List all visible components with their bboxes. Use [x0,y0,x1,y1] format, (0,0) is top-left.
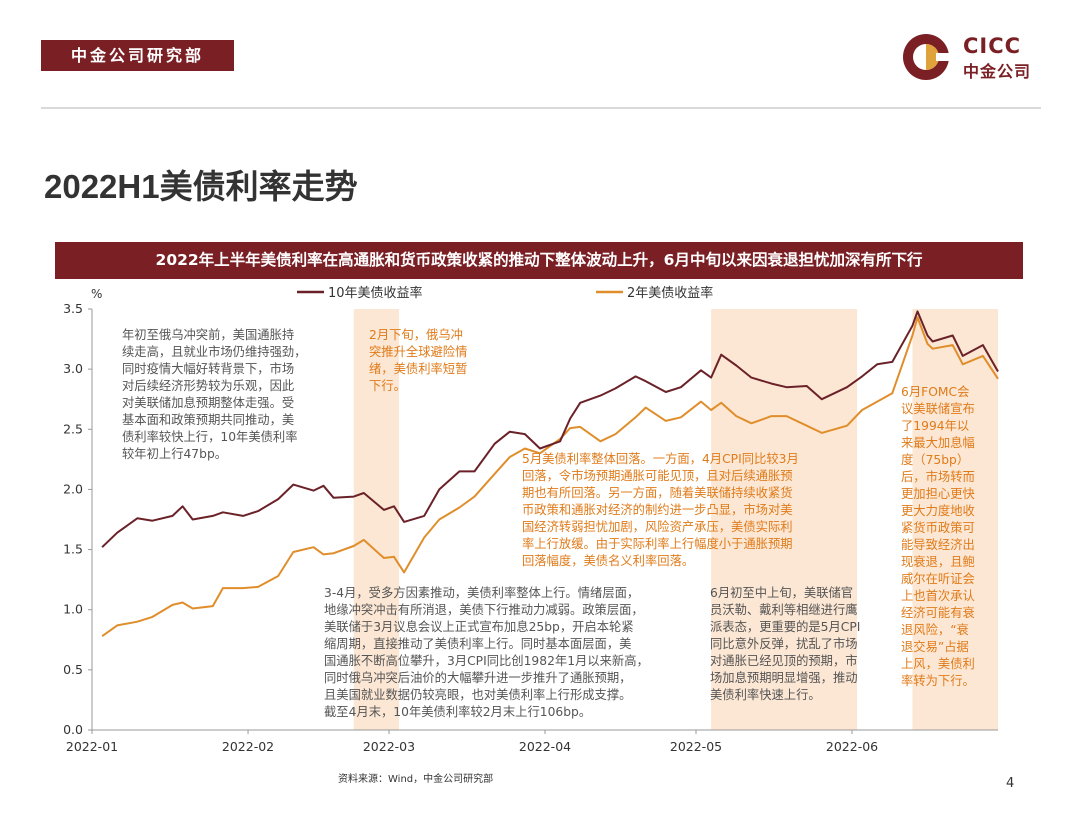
logo-text-cn: 中金公司 [963,62,1032,81]
annotation-line: 能导致经济出 [901,538,975,552]
annotation-line: 后，市场转而 [901,470,975,484]
x-tick-label: 2022-04 [519,739,571,754]
legend-label-2: 2年美债收益率 [627,285,713,301]
annotation-line: 年初至俄乌冲突前，美国通胀持 [122,328,295,342]
highlight-band-2 [711,309,858,730]
annotation-line: 回落幅度，美债名义利率回落。 [522,554,695,568]
cicc-logo: CICC 中金公司 [902,31,1042,83]
chart: 0.0 0.5 1.0 1.5 2.0 2.5 3.0 3.5 2022-01 2022-02 20… [63,285,999,754]
annotation-line: 6月初至中上旬，美联储官 [710,586,854,600]
annotation-line: 2月下旬，俄乌冲 [369,328,463,342]
annotation-line: 币政策和通胀对经济的制约进一步凸显，市场对美 [522,503,793,517]
annotation-line: 了1994年以 [901,419,970,433]
annotation-line: 威尔在听证会 [901,572,975,586]
x-tick-label: 2022-02 [222,739,274,754]
annotation-line: 上风，美债利 [901,657,975,671]
y-tick-label: 3.5 [63,301,83,316]
annotation-line: 国经济转弱担忧加剧，风险资产承压，美债实际利 [522,520,793,534]
annotation-line: 5月美债利率整体回落。一方面，4月CPI同比较3月 [522,452,799,466]
annotation-line: 缩周期，直接推动了美债利率上行。同时基本面层面，美 [324,637,632,651]
annotation-line: 上也首次承认 [901,589,975,603]
source-note: 资料来源：Wind，中金公司研究部 [338,774,494,785]
y-tick-label: 1.5 [63,542,83,557]
y-tick-label: 2.5 [63,421,83,436]
annotation-line: 同时疫情大幅好转背景下，市场 [122,362,295,376]
annotation-line: 期也有所回落。另一方面，随着美联储持续收紧货 [522,486,793,500]
annotation-line: 对后续经济形势较为乐观，因此 [122,379,295,393]
annotation-early-june: 6月初至中上旬，美联储官 员沃勒、戴利等相继进行鹰 派表态，更重要的是5月CPI 同比… [710,585,860,704]
annotation-may: 5月美债利率整体回落。一方面，4月CPI同比较3月 回落，令市场预期通胀可能见顶，… [522,451,799,570]
cicc-logo-icon [903,34,952,80]
annotation-line: 退交易”占据 [901,640,969,654]
annotation-line: 率转为下行。 [901,674,975,688]
annotation-mar-apr: 3-4月，受多方因素推动，美债利率整体上行。情绪层面， 地缘冲突冲击有所消退，美债… [324,585,649,721]
annotation-line: 现衰退，且鲍 [901,555,975,569]
y-tick-label: 0.0 [63,722,83,737]
annotation-june-fomc: 6月FOMC会 议美联储宣布 了1994年以 来最大加息幅 度（75bp） 后，市场转而更… [901,384,975,690]
annotation-line: 率上行放缓。由于实际利率上行幅度小于通胀预期 [522,537,793,551]
brand-tag: 中金公司研究部 [41,40,234,71]
annotation-line: 3-4月，受多方因素推动，美债利率整体上行。情绪层面， [324,586,640,600]
annotation-line: 来最大加息幅 [901,436,975,450]
annotation-line: 更大力度地收 [901,504,975,518]
y-axis-unit: % [91,287,102,301]
annotation-line: 较年初上行47bp。 [122,447,228,461]
annotation-jan-feb: 年初至俄乌冲突前，美国通胀持 续走高，且就业市场仍维持强劲， 同时疫情大幅好转背景下… [122,327,306,463]
annotation-line: 同比意外反弹，扰乱了市场 [710,637,858,651]
x-tick-label: 2022-06 [826,739,878,754]
annotation-line: 议美联储宣布 [901,402,975,416]
annotation-line: 突推升全球避险情 [369,345,468,359]
annotation-line: 对通胀已经见顶的预期，市 [710,654,858,668]
y-tick-label: 0.5 [63,662,83,677]
annotation-line: 地缘冲突冲击有所消退，美债下行推动力减弱。政策层面， [324,603,644,617]
annotation-line: 经济可能有衰 [901,606,975,620]
x-tick-label: 2022-03 [363,739,415,754]
annotation-line: 对美联储加息预期整体走强。受 [122,396,295,410]
annotation-line: 度（75bp） [901,453,970,467]
annotation-line: 退风险，“衰 [901,623,969,637]
annotation-line: 紧货币政策可 [901,521,975,535]
highlight-band-3 [912,309,998,730]
annotation-line: 回落，令市场预期通胀可能见顶，且对后续通胀预 [522,469,793,483]
annotation-line: 更加担心更快 [901,487,975,501]
page-number: 4 [1006,776,1015,791]
annotation-line: 6月FOMC会 [901,385,970,399]
annotation-line: 同时俄乌冲突后油价的大幅攀升进一步推升了通胀预期， [324,671,632,685]
annotation-late-feb: 2月下旬，俄乌冲 突推升全球避险情 绪，美债利率短暂 下行。 [369,327,467,395]
legend-label-1: 10年美债收益率 [328,285,423,301]
y-tick-label: 2.0 [63,481,83,496]
annotation-line: 绪，美债利率短暂 [369,362,468,376]
annotation-line: 截至4月末，10年美债利率较2月末上行106bp。 [324,705,592,719]
annotation-line: 美联储于3月议息会议上正式宣布加息25bp，开启本轮紧 [324,620,634,634]
annotation-line: 美债利率快速上行。 [710,688,821,702]
x-tick-label: 2022-05 [670,739,722,754]
annotation-line: 下行。 [369,379,406,393]
x-tick-label: 2022-01 [66,739,118,754]
annotation-line: 续走高，且就业市场仍维持强劲， [122,345,307,359]
series-line-1 [101,310,999,548]
y-tick-label: 3.0 [63,361,83,376]
annotation-line: 场加息预期明显增强，推动 [710,671,858,685]
highlight-band-1 [353,309,400,730]
annotation-line: 员沃勒、戴利等相继进行鹰 [710,603,858,617]
annotation-line: 且美国就业数据仍较亮眼，也对美债利率上行形成支撑。 [324,688,632,702]
y-tick-label: 1.0 [63,602,83,617]
logo-text-en: CICC [963,34,1022,58]
page-title: 2022H1美债利率走势 [44,168,358,205]
annotation-line: 基本面和政策预期共同推动，美 [122,413,295,427]
annotation-line: 派表态，更重要的是5月CPI [710,620,861,634]
subtitle-bar: 2022年上半年美债利率在高通胀和货币政策收紧的推动下整体波动上升，6月中旬以来… [55,242,1023,279]
header-divider [41,107,1041,109]
annotation-line: 国通胀不断高位攀升，3月CPI同比创1982年1月以来新高， [324,654,649,668]
annotation-line: 债利率较快上行，10年美债利率 [122,430,298,444]
